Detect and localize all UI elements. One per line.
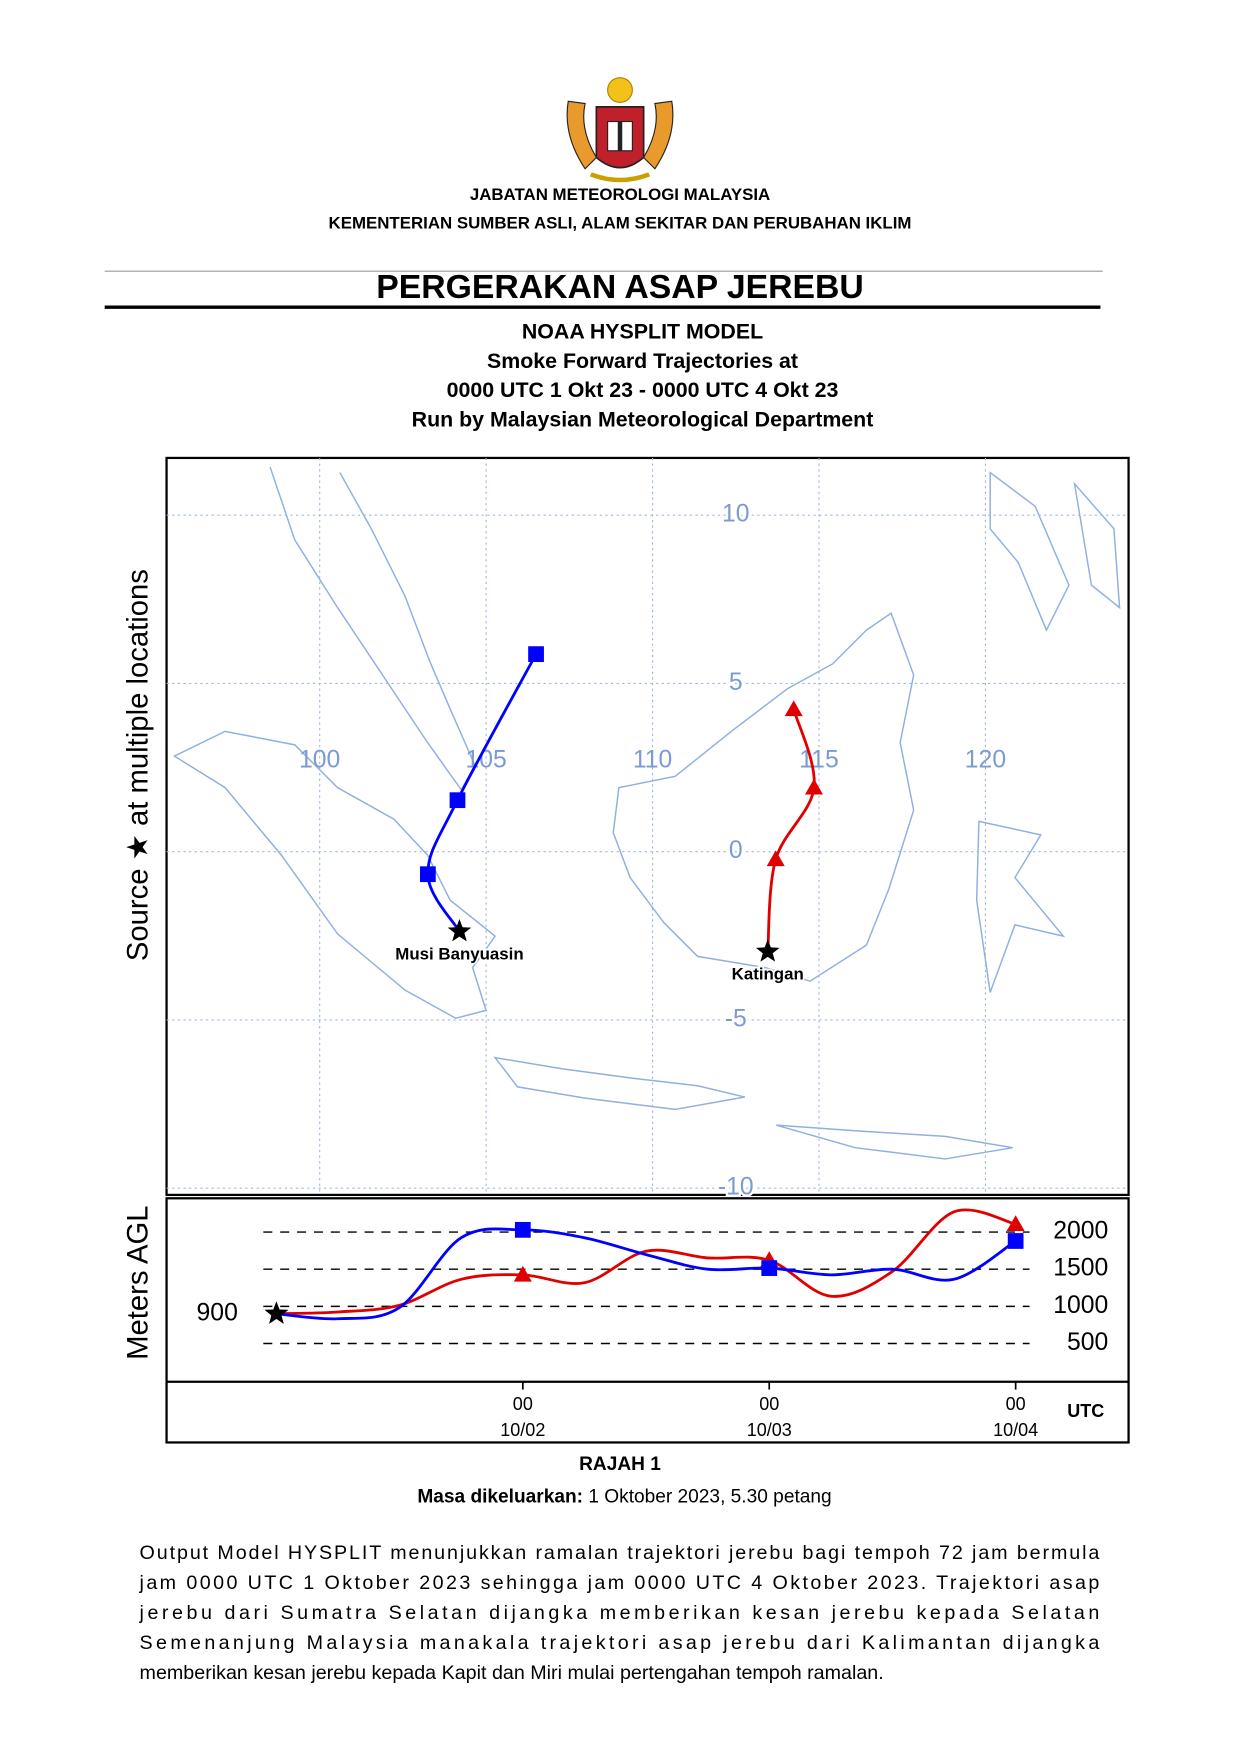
height-frame — [165, 1197, 1130, 1444]
height-line — [276, 1208, 1017, 1316]
body-line: jam 0000 UTC 1 Oktober 2023 sehingga jam… — [139, 1572, 1100, 1594]
title: PERGERAKAN ASAP JEREBU — [376, 268, 864, 306]
lat-label: -10 — [718, 1174, 754, 1201]
x-tick-label: 00 — [759, 1394, 779, 1414]
body-line: jerebu dari Sumatra Selatan dijangka mem… — [139, 1602, 1100, 1624]
body-text: Output Model HYSPLIT menunjukkan ramalan… — [139, 1542, 1100, 1684]
x-tick-label: 00 — [513, 1394, 533, 1414]
subtitle-line: Run by Malaysian Meteorological Departme… — [412, 407, 874, 431]
source-star — [447, 919, 472, 942]
crest-logo — [566, 77, 674, 183]
height-line — [276, 1227, 1017, 1321]
subtitle-line: 0000 UTC 1 Okt 23 - 0000 UTC 4 Okt 23 — [447, 378, 839, 402]
square-marker — [1007, 1233, 1024, 1249]
agency: JABATAN METEOROLOGI MALAYSIA — [470, 185, 770, 204]
square-marker — [528, 646, 544, 663]
map-frame — [165, 456, 1130, 1197]
issued-label: Masa dikeluarkan: — [417, 1487, 583, 1508]
map-y-label: Source ★ at multiple locations — [122, 569, 154, 961]
y-tick-label: 500 — [1067, 1329, 1108, 1356]
caption: RAJAH 1 — [579, 1454, 661, 1475]
height-y-label: Meters AGL — [122, 1205, 154, 1359]
x-tick-date: 10/02 — [500, 1420, 545, 1440]
lon-label: 110 — [633, 746, 672, 773]
lon-label: 120 — [965, 746, 1006, 773]
ministry: KEMENTERIAN SUMBER ASLI, ALAM SEKITAR DA… — [329, 213, 912, 232]
body-line: memberikan kesan jerebu kepada Kapit dan… — [140, 1662, 884, 1684]
subtitles: NOAA HYSPLIT MODEL Smoke Forward Trajecto… — [412, 320, 874, 432]
source-name: Musi Banyuasin — [395, 945, 523, 964]
lat-label: 5 — [729, 669, 743, 696]
subtitle-line: Smoke Forward Trajectories at — [487, 349, 798, 373]
lon-label: 100 — [299, 746, 340, 773]
triangle-marker — [805, 778, 824, 795]
trajectory-line — [766, 708, 816, 952]
subtitle-line: NOAA HYSPLIT MODEL — [522, 320, 763, 344]
y-tick-label: 1500 — [1053, 1255, 1108, 1282]
lat-label: 0 — [729, 837, 743, 864]
square-marker — [514, 1221, 531, 1238]
issued: Masa dikeluarkan: 1 Oktober 2023, 5.30 p… — [417, 1487, 831, 1508]
body-line: Semenanjung Malaysia manakala trajektori… — [140, 1632, 1100, 1654]
y-tick-label: 1000 — [1053, 1292, 1108, 1319]
triangle-marker — [513, 1265, 532, 1282]
lat-label: 10 — [722, 501, 750, 528]
triangle-marker — [1006, 1215, 1025, 1231]
square-marker — [761, 1260, 778, 1276]
x-tick-date: 10/03 — [747, 1420, 792, 1440]
square-marker — [449, 792, 466, 809]
lat-label: -5 — [725, 1005, 747, 1032]
issued-value: 1 Oktober 2023, 5.30 petang — [588, 1487, 831, 1508]
start-height: 900 — [197, 1300, 238, 1327]
y-tick-label: 2000 — [1053, 1218, 1108, 1245]
trajectory-line — [426, 653, 538, 933]
source-star — [755, 939, 780, 962]
x-tick-date: 10/04 — [993, 1420, 1038, 1440]
body-line: Output Model HYSPLIT menunjukkan ramalan… — [140, 1542, 1100, 1564]
lon-label: 115 — [799, 746, 838, 773]
lon-label: 105 — [465, 746, 506, 773]
source-name: Katingan — [732, 965, 804, 984]
x-unit: UTC — [1067, 1401, 1104, 1421]
triangle-marker — [766, 850, 785, 867]
x-tick-label: 00 — [1006, 1394, 1026, 1414]
source-star — [264, 1301, 289, 1324]
square-marker — [419, 866, 436, 883]
height-chart: 500 1000 1500 2000 00 10/02 00 10/03 00 10/04 — [263, 1208, 1108, 1440]
map-coastlines — [172, 466, 1121, 1160]
triangle-marker — [784, 700, 803, 717]
